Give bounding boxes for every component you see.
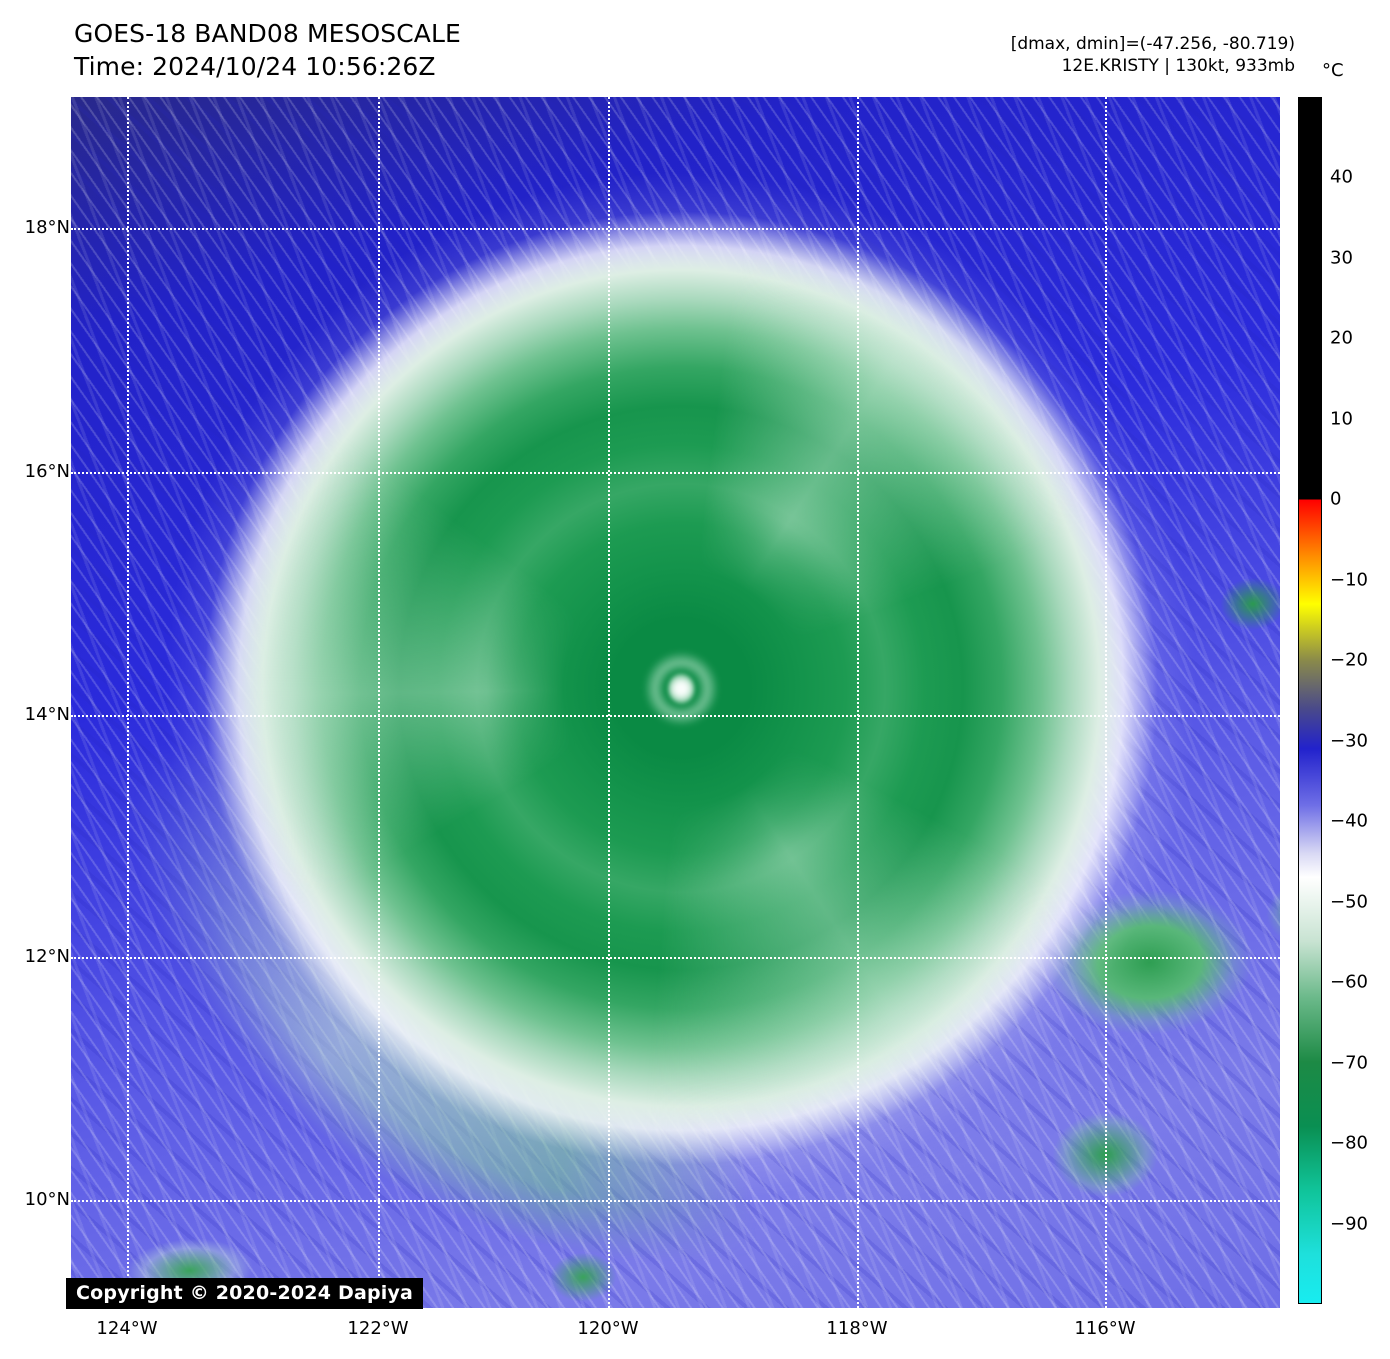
- latitude-tick-label: 18°N: [25, 217, 70, 238]
- colorbar-tick-label: −20: [1330, 650, 1368, 671]
- latitude-tick-label: 16°N: [25, 461, 70, 482]
- longitude-tick-label: 122°W: [347, 1318, 408, 1339]
- colorbar-tick-labels: 40 30 20 10 0 −10 −20 −30 −40 −50 −60 −70 −80 −90: [1330, 97, 1390, 1304]
- storm-info-label: 12E.KRISTY | 130kt, 933mb: [1011, 55, 1295, 77]
- colorbar-tick-label: 10: [1330, 408, 1353, 429]
- colorbar-tick-label: −50: [1330, 891, 1368, 912]
- colorbar-tick-label: −70: [1330, 1052, 1368, 1073]
- satellite-swath: [71, 97, 1280, 1308]
- colorbar-tick-label: 0: [1330, 489, 1341, 510]
- colorbar-tick-label: −10: [1330, 569, 1368, 590]
- data-range-label: [dmax, dmin]=(-47.256, -80.719): [1011, 33, 1295, 55]
- header-meta-block: [dmax, dmin]=(-47.256, -80.719) 12E.KRIS…: [1011, 33, 1295, 78]
- longitude-tick-label: 118°W: [826, 1318, 887, 1339]
- header-title-block: GOES-18 BAND08 MESOSCALE Time: 2024/10/2…: [74, 18, 461, 83]
- timestamp-label: Time: 2024/10/24 10:56:26Z: [74, 51, 461, 84]
- latitude-tick-label: 14°N: [25, 704, 70, 725]
- colorbar-tick-label: 20: [1330, 328, 1353, 349]
- swath-clip: [71, 97, 1280, 1308]
- colorbar-gradient: [1299, 98, 1321, 1303]
- colorbar-tick-label: 30: [1330, 247, 1353, 268]
- colorbar-tick-label: 40: [1330, 167, 1353, 188]
- page-title: GOES-18 BAND08 MESOSCALE: [74, 18, 461, 51]
- colorbar-tick-label: −60: [1330, 972, 1368, 993]
- latitude-tick-label: 10°N: [25, 1189, 70, 1210]
- longitude-tick-label: 124°W: [96, 1318, 157, 1339]
- longitude-tick-label: 116°W: [1074, 1318, 1135, 1339]
- colorbar: [1298, 97, 1322, 1304]
- copyright-banner: Copyright © 2020-2024 Dapiya: [66, 1278, 423, 1309]
- colorbar-tick-label: −90: [1330, 1213, 1368, 1234]
- colorbar-tick-label: −40: [1330, 811, 1368, 832]
- satellite-image-plot[interactable]: [71, 97, 1280, 1308]
- colorbar-unit-label: °C: [1322, 60, 1344, 81]
- colorbar-tick-label: −30: [1330, 730, 1368, 751]
- colorbar-tick-label: −80: [1330, 1133, 1368, 1154]
- longitude-tick-label: 120°W: [577, 1318, 638, 1339]
- latitude-tick-label: 12°N: [25, 946, 70, 967]
